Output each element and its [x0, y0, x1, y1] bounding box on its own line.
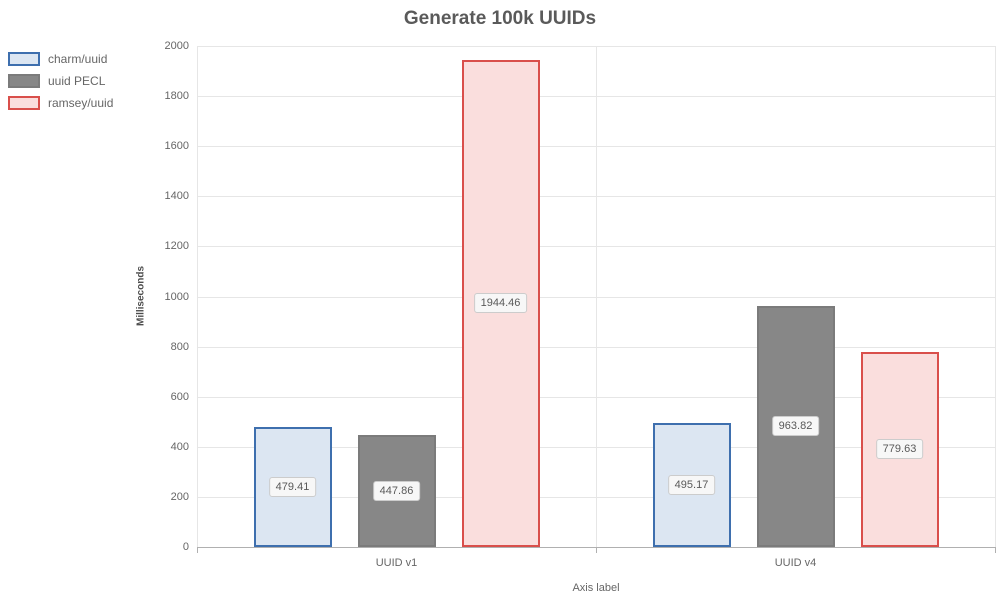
- y-tick-label: 0: [182, 541, 189, 553]
- plot-border-line: [596, 46, 597, 547]
- legend-label: uuid PECL: [48, 74, 106, 88]
- y-tick-label: 1000: [164, 290, 189, 303]
- y-tick-label: 2000: [164, 40, 189, 52]
- chart-title: Generate 100k UUIDs: [403, 8, 597, 29]
- legend-item[interactable]: uuid PECL: [8, 74, 113, 88]
- bar-value-label: 1944.46: [473, 293, 528, 314]
- plot-border-line: [197, 46, 198, 547]
- plot-border-line: [995, 46, 996, 547]
- y-tick-label: 1800: [164, 90, 189, 103]
- y-tick-label: 800: [170, 340, 189, 353]
- x-axis-tick: [197, 548, 198, 553]
- legend-label: ramsey/uuid: [48, 96, 114, 110]
- x-axis-title: Axis label: [572, 582, 620, 594]
- y-tick-label: 400: [170, 440, 189, 453]
- y-tick-label: 600: [170, 390, 189, 403]
- bar-value-label: 447.86: [372, 480, 421, 501]
- legend-swatch-icon: [8, 52, 40, 66]
- y-tick-label: 1200: [164, 240, 189, 253]
- bar-value-label: 479.41: [268, 476, 317, 497]
- x-axis-tick: [596, 548, 597, 553]
- bar-value-label: 963.82: [771, 416, 820, 437]
- legend-item[interactable]: charm/uuid: [8, 52, 113, 66]
- x-axis-line: [197, 547, 996, 548]
- legend: charm/uuid uuid PECL ramsey/uuid: [8, 52, 113, 118]
- bar-value-label: 779.63: [875, 439, 924, 460]
- x-axis-tick: [995, 548, 996, 553]
- x-category-label: UUID v1: [375, 557, 418, 569]
- legend-swatch-icon: [8, 96, 40, 110]
- y-tick-label: 1400: [164, 190, 189, 203]
- bar-value-label: 495.17: [667, 474, 716, 495]
- legend-item[interactable]: ramsey/uuid: [8, 96, 113, 110]
- y-tick-label: 1600: [164, 140, 189, 153]
- y-tick-label: 200: [170, 490, 189, 503]
- legend-label: charm/uuid: [48, 52, 108, 66]
- legend-swatch-icon: [8, 74, 40, 88]
- bar-uuid-pecl: [756, 305, 835, 547]
- x-category-label: UUID v4: [774, 557, 817, 569]
